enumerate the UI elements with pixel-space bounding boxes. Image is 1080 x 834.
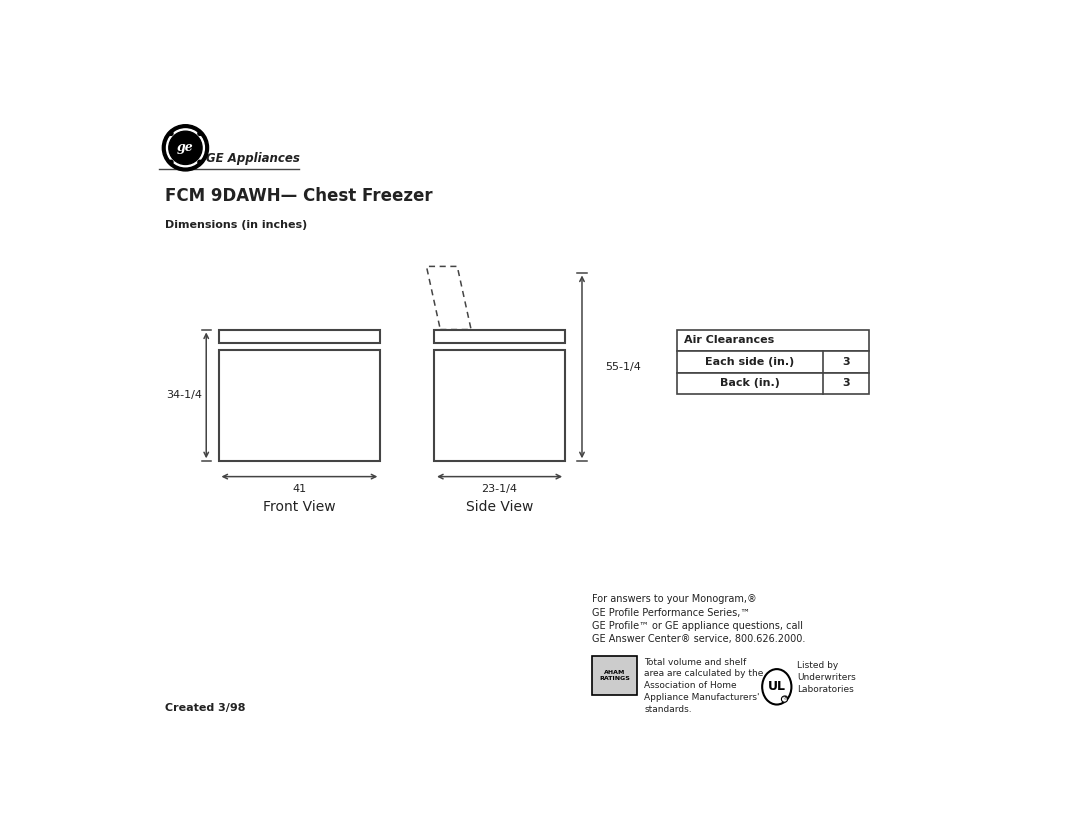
Bar (434, 329, 565, 344)
Text: 3: 3 (842, 357, 850, 367)
Text: 55-1/4: 55-1/4 (605, 362, 640, 372)
Bar (677, 351, 869, 373)
Text: Each side (in.): Each side (in.) (705, 357, 795, 367)
Circle shape (198, 132, 202, 135)
Text: Side View: Side View (465, 500, 534, 515)
Circle shape (782, 696, 787, 702)
Circle shape (198, 160, 202, 164)
Bar (677, 373, 869, 394)
Bar (434, 349, 565, 461)
Text: Dimensions (in inches): Dimensions (in inches) (164, 220, 307, 230)
Text: GE Profile Performance Series,™: GE Profile Performance Series,™ (592, 607, 751, 617)
Text: Back (in.): Back (in.) (720, 379, 780, 389)
Text: UL: UL (768, 681, 786, 693)
Circle shape (162, 125, 208, 171)
Text: ge: ge (177, 141, 193, 153)
Text: 34-1/4: 34-1/4 (166, 390, 203, 400)
Circle shape (166, 129, 204, 167)
Text: Listed by
Underwriters
Laboratories: Listed by Underwriters Laboratories (797, 661, 855, 694)
Bar (592, 656, 637, 695)
Text: AHAM
RATINGS: AHAM RATINGS (599, 670, 630, 681)
Text: 3: 3 (842, 379, 850, 389)
Bar (677, 329, 869, 351)
Text: Front View: Front View (264, 500, 336, 515)
Text: Created 3/98: Created 3/98 (164, 702, 245, 712)
Text: GE Answer Center® service, 800.626.2000.: GE Answer Center® service, 800.626.2000. (592, 634, 806, 644)
Text: GE Profile™ or GE appliance questions, call: GE Profile™ or GE appliance questions, c… (592, 620, 804, 631)
Text: Air Clearances: Air Clearances (685, 335, 774, 345)
Bar (218, 329, 380, 344)
Text: ®: ® (782, 696, 787, 701)
Circle shape (170, 160, 173, 164)
Ellipse shape (762, 669, 792, 705)
Text: GE Appliances: GE Appliances (205, 152, 299, 165)
Bar (218, 349, 380, 461)
Text: 41: 41 (293, 484, 307, 494)
Text: FCM 9DAWH— Chest Freezer: FCM 9DAWH— Chest Freezer (164, 187, 432, 204)
Circle shape (170, 132, 173, 135)
Text: For answers to your Monogram,®: For answers to your Monogram,® (592, 595, 757, 605)
Text: Total volume and shelf
area are calculated by the
Association of Home
Appliance : Total volume and shelf area are calculat… (645, 657, 764, 714)
Circle shape (168, 131, 202, 164)
Text: 23-1/4: 23-1/4 (482, 484, 517, 494)
